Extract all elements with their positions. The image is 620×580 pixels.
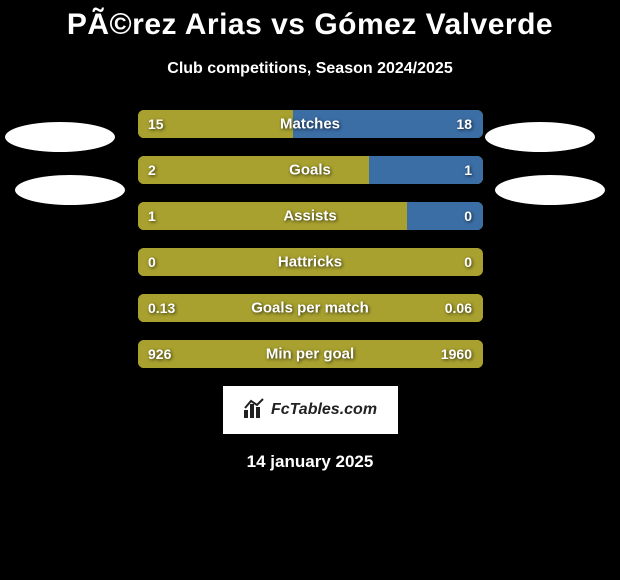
stat-value-left: 926 [148,346,171,362]
stat-row: Goals per match 0.13 0.06 [70,294,550,322]
stat-bar-track: Matches [138,110,483,138]
stat-row: Matches 15 18 [70,110,550,138]
chart-icon [243,398,265,422]
stat-bar-track: Min per goal [138,340,483,368]
stat-label: Matches [280,116,340,133]
stat-row: Hattricks 0 0 [70,248,550,276]
stat-value-left: 15 [148,116,164,132]
stat-row: Assists 1 0 [70,202,550,230]
stat-bar-track: Hattricks [138,248,483,276]
stat-value-left: 2 [148,162,156,178]
stat-label: Min per goal [266,346,354,363]
logo-text: FcTables.com [271,401,377,419]
stat-bar-track: Assists [138,202,483,230]
stat-bar-left [138,202,407,230]
stat-bar-track: Goals [138,156,483,184]
subtitle: Club competitions, Season 2024/2025 [0,60,620,78]
stat-value-right: 0.06 [445,300,472,316]
stat-row: Goals 2 1 [70,156,550,184]
page-title: PÃ©rez Arias vs Gómez Valverde [0,0,620,42]
stat-bar-track: Goals per match [138,294,483,322]
stat-label: Goals per match [251,300,369,317]
stat-label: Hattricks [278,254,342,271]
stat-value-left: 0.13 [148,300,175,316]
stat-value-right: 0 [464,254,472,270]
date: 14 january 2025 [0,452,620,472]
stat-value-left: 0 [148,254,156,270]
stats-comparison: Matches 15 18 Goals 2 1 Assists 1 0 Hattricks 0 0 Go… [70,110,550,368]
stat-value-right: 1960 [441,346,472,362]
stat-row: Min per goal 926 1960 [70,340,550,368]
stat-value-left: 1 [148,208,156,224]
stat-value-right: 1 [464,162,472,178]
stat-value-right: 18 [456,116,472,132]
stat-bar-left [138,156,369,184]
stat-label: Goals [289,162,331,179]
logo-box: FcTables.com [223,386,398,434]
stat-value-right: 0 [464,208,472,224]
stat-label: Assists [283,208,336,225]
